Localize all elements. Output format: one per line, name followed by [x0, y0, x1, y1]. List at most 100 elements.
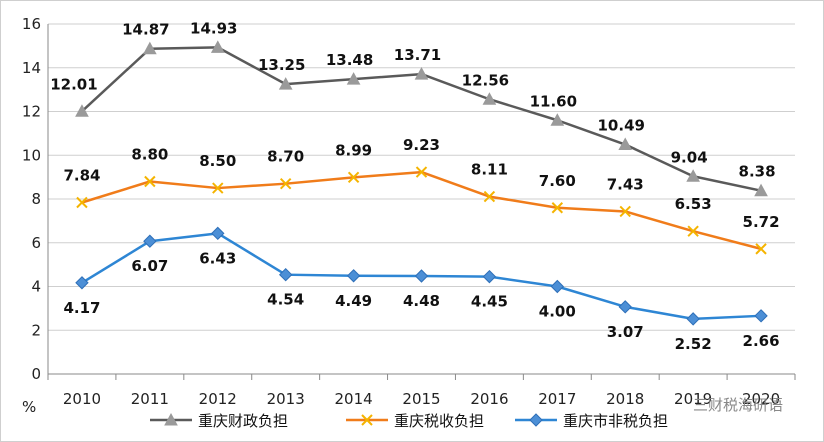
data-point-stroke-b	[347, 171, 360, 184]
x-tick-label: 2015	[402, 390, 440, 408]
data-label: 4.00	[539, 303, 576, 321]
legend-item: 重庆税收负担	[346, 412, 484, 430]
data-point	[551, 202, 564, 214]
y-tick-label: 10	[22, 146, 41, 164]
data-point	[75, 276, 89, 290]
legend-swatch-marker	[164, 412, 178, 426]
data-point-stroke-b	[551, 202, 564, 214]
data-point	[482, 269, 497, 284]
data-point-stroke-b	[483, 190, 496, 203]
y-tick-label: 16	[22, 15, 41, 33]
data-point-stroke-b	[619, 205, 631, 218]
data-label: 9.23	[403, 136, 440, 154]
x-axis: 2010 2011 2012 2013 2014 2015 2016 2017 2018 2019…	[47, 373, 796, 408]
data-point	[76, 196, 88, 209]
legend-swatch-marker	[529, 413, 543, 427]
legend-label: 重庆税收负担	[394, 412, 484, 430]
data-label: 8.70	[267, 148, 304, 166]
data-label: 4.49	[335, 292, 372, 310]
data-label: 4.45	[471, 293, 508, 311]
y-tick-label: 4	[31, 278, 41, 296]
x-tick-label: 2017	[538, 390, 576, 408]
legend-label: 重庆市非税负担	[563, 412, 668, 430]
data-label: 7.43	[607, 175, 644, 193]
y-tick-label: 12	[22, 103, 41, 121]
data-point	[686, 169, 700, 182]
data-labels: 12.01 14.87 14.93 13.25 13.48 13.71 12.56 11.60…	[50, 19, 779, 352]
data-label: 11.60	[530, 92, 577, 110]
data-label: 13.48	[326, 51, 373, 69]
y-tick-label: 0	[31, 365, 41, 383]
data-label: 13.25	[258, 56, 305, 74]
data-point	[279, 177, 292, 190]
data-point-stroke-b	[755, 243, 767, 255]
data-label: 14.93	[190, 19, 237, 37]
data-point	[210, 40, 225, 53]
data-point	[550, 113, 565, 126]
data-label: 6.53	[675, 195, 712, 213]
data-point	[414, 67, 429, 80]
x-tick-label: 2010	[63, 390, 101, 408]
data-label: 6.07	[131, 257, 168, 275]
series-markers	[75, 40, 768, 326]
data-point	[143, 41, 157, 55]
data-point-stroke-b	[76, 196, 88, 209]
data-point	[212, 182, 224, 194]
data-point	[618, 300, 632, 314]
y-axis: 0 2 4 6 8 10 12 14 16	[22, 15, 49, 383]
data-point	[687, 225, 699, 237]
data-point-stroke-b	[212, 182, 224, 194]
data-point	[414, 269, 429, 283]
data-label: 2.66	[743, 332, 780, 350]
data-label: 8.11	[471, 161, 508, 179]
data-label: 3.07	[607, 323, 644, 341]
legend-swatch-marker-stroke-b	[361, 414, 373, 426]
data-label: 12.01	[50, 75, 97, 93]
legend-label: 重庆财政负担	[198, 412, 288, 430]
legend-item: 重庆市非税负担	[515, 412, 668, 430]
data-point	[346, 72, 361, 85]
data-point-stroke-b	[415, 166, 428, 178]
data-point	[347, 171, 360, 184]
x-tick-label: 2013	[267, 390, 305, 408]
data-point	[278, 77, 293, 90]
data-label: 8.99	[335, 141, 372, 159]
data-point	[686, 312, 700, 326]
legend-swatch-marker	[361, 414, 373, 426]
data-label: 4.48	[403, 292, 440, 310]
data-point	[618, 137, 633, 151]
legend-item: 重庆财政负担	[150, 412, 288, 430]
data-label: 7.60	[539, 172, 576, 190]
data-label: 10.49	[598, 117, 645, 135]
x-tick-label: 2014	[334, 390, 372, 408]
data-point	[211, 226, 225, 241]
x-tick-label: 2020	[742, 390, 780, 408]
data-point	[75, 104, 89, 117]
y-tick-label: 6	[31, 234, 41, 252]
legend: 重庆财政负担 重庆税收负担 重庆市非税负担	[150, 412, 668, 430]
data-point	[143, 234, 157, 248]
data-point-stroke-b	[279, 177, 292, 190]
data-label: 8.50	[199, 152, 236, 170]
y-tick-label: 2	[31, 321, 41, 339]
x-tick-label: 2016	[470, 390, 508, 408]
y-unit-label: %	[22, 398, 36, 416]
data-label: 4.54	[267, 291, 304, 309]
data-label: 8.38	[739, 163, 776, 181]
x-tick-label: 2011	[131, 390, 169, 408]
data-point-stroke-b	[687, 225, 699, 237]
data-label: 14.87	[122, 21, 169, 39]
data-point	[754, 183, 768, 197]
data-point-stroke-b	[144, 175, 156, 188]
data-label: 13.71	[394, 46, 441, 64]
data-point	[415, 166, 428, 178]
data-label: 4.17	[63, 299, 100, 317]
data-point	[754, 309, 768, 323]
data-label: 7.84	[63, 167, 100, 185]
data-point	[550, 279, 565, 294]
y-tick-label: 14	[22, 59, 41, 77]
data-point	[346, 269, 361, 283]
data-label: 2.52	[675, 335, 712, 353]
data-label: 5.72	[743, 213, 780, 231]
